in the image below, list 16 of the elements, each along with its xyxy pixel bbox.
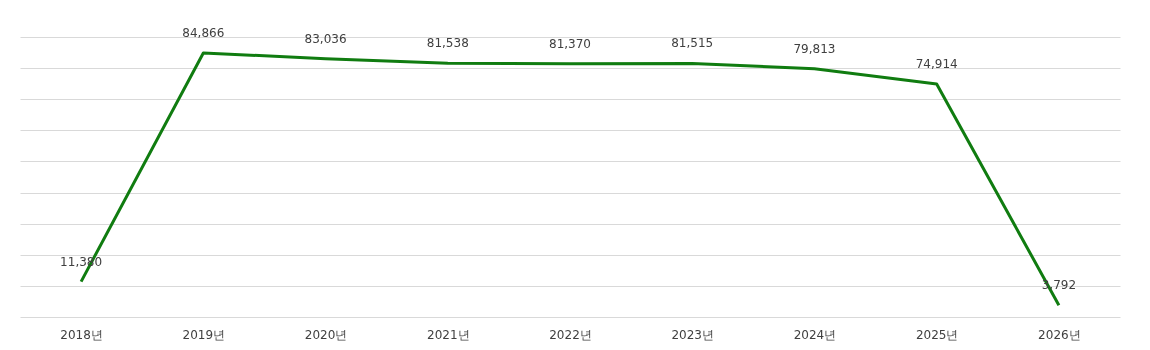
x-tick-label: 2020년	[304, 327, 348, 342]
x-tick-label: 2025년	[915, 327, 959, 342]
data-label: 84,866	[182, 25, 225, 40]
data-label: 74,914	[915, 56, 958, 71]
x-tick-label: 2024년	[793, 327, 837, 342]
data-label: 81,515	[671, 36, 714, 51]
data-label: 83,036	[304, 31, 347, 46]
x-tick-label: 2021년	[427, 327, 470, 342]
data-label: 81,370	[549, 36, 591, 51]
x-tick-label: 2022년	[549, 327, 592, 342]
x-tick-label: 2023년	[671, 327, 714, 342]
x-tick-label: 2026년	[1038, 327, 1081, 342]
data-label: 79,813	[793, 41, 836, 56]
x-tick-label: 2019년	[182, 327, 226, 342]
data-label: 81,538	[426, 36, 469, 51]
x-tick-label: 2018년	[60, 327, 103, 342]
